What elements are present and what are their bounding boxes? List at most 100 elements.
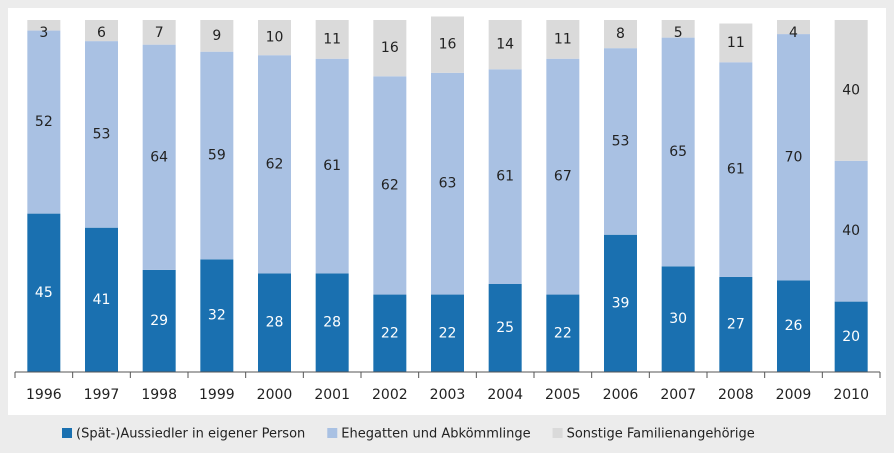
- bar-segment: [488, 20, 522, 70]
- legend-swatch: [327, 428, 338, 438]
- bar-segment: [373, 20, 407, 77]
- data-label: 16: [439, 37, 457, 53]
- data-label: 30: [669, 311, 687, 327]
- bar-segment: [719, 62, 753, 277]
- data-label: 61: [323, 158, 341, 174]
- data-label: 32: [208, 308, 226, 324]
- bar-segment: [834, 20, 868, 161]
- bar-segment: [27, 213, 61, 372]
- data-label: 40: [842, 82, 860, 98]
- bar-segment: [85, 227, 118, 372]
- data-label: 7: [155, 25, 164, 41]
- bar-segment: [315, 58, 349, 274]
- bar-segment: [546, 294, 580, 372]
- data-label: 5: [674, 25, 683, 41]
- data-label: 9: [212, 28, 221, 44]
- bar-segment: [200, 20, 234, 52]
- bar-segment: [604, 20, 637, 49]
- data-label: 59: [208, 148, 226, 164]
- x-tick-label: 2004: [487, 387, 523, 403]
- bar-segment: [258, 273, 291, 372]
- legend-swatch: [552, 428, 563, 438]
- data-label: 53: [93, 126, 111, 142]
- legend-swatch: [62, 428, 72, 438]
- data-label: 64: [150, 149, 168, 165]
- bar-segment: [431, 294, 464, 372]
- data-label: 62: [266, 156, 284, 172]
- x-tick-label: 2002: [372, 387, 408, 403]
- bar-segment: [488, 284, 522, 372]
- data-label: 25: [496, 320, 514, 336]
- bar-segment: [661, 266, 695, 372]
- data-label: 39: [612, 295, 630, 311]
- bar-segment: [258, 55, 291, 274]
- bar-segment: [546, 58, 580, 295]
- bar-segment: [431, 72, 464, 295]
- data-label: 22: [554, 325, 572, 341]
- data-label: 70: [785, 149, 803, 165]
- legend-label: (Spät-)Aussiedler in eigener Person: [76, 427, 305, 442]
- data-label: 22: [381, 325, 399, 341]
- data-label: 6: [97, 25, 106, 41]
- bar-segment: [85, 20, 118, 42]
- bar-segment: [200, 51, 234, 260]
- bar-segment: [834, 301, 868, 372]
- legend-label: Sonstige Familienangehörige: [567, 427, 755, 442]
- bar-segment: [661, 37, 695, 267]
- data-label: 11: [554, 31, 572, 47]
- x-tick-label: 1998: [141, 387, 177, 403]
- bar-segment: [604, 48, 637, 235]
- x-tick-label: 1999: [199, 387, 235, 403]
- data-label: 14: [496, 37, 514, 53]
- bar-segment: [200, 259, 234, 372]
- bar-segment: [719, 276, 753, 372]
- data-label: 65: [669, 144, 687, 160]
- bar-segment: [315, 20, 349, 59]
- data-label: 45: [35, 285, 53, 301]
- legend-label: Ehegatten und Abkömmlinge: [341, 427, 530, 442]
- bar-segment: [27, 30, 61, 214]
- bar-segment: [142, 44, 176, 270]
- x-tick-label: 2009: [776, 387, 812, 403]
- bar-segment: [27, 20, 61, 31]
- data-label: 22: [439, 325, 457, 341]
- data-label: 27: [727, 316, 745, 332]
- data-label: 41: [93, 292, 111, 308]
- data-label: 63: [439, 176, 457, 192]
- bar-segment: [719, 23, 753, 63]
- bar-segment: [85, 41, 118, 228]
- x-tick-label: 2001: [314, 387, 350, 403]
- data-label: 53: [612, 133, 630, 149]
- data-label: 3: [39, 25, 48, 41]
- bar-segment: [258, 20, 291, 56]
- data-label: 40: [842, 223, 860, 239]
- data-label: 11: [727, 35, 745, 51]
- x-tick-label: 2000: [257, 387, 293, 403]
- data-label: 62: [381, 177, 399, 193]
- bar-segment: [315, 273, 349, 372]
- data-label: 29: [150, 313, 168, 329]
- bar-segment: [142, 20, 176, 45]
- data-label: 4: [789, 25, 798, 41]
- bar-segment: [777, 34, 810, 281]
- x-tick-label: 2010: [833, 387, 869, 403]
- x-tick-label: 2007: [660, 387, 696, 403]
- data-label: 67: [554, 169, 572, 185]
- bar-segment: [431, 16, 464, 73]
- x-tick-label: 1996: [26, 387, 62, 403]
- bar-segment: [777, 280, 810, 372]
- bar-segment: [373, 76, 407, 295]
- bar-segment: [604, 234, 637, 372]
- x-tick-label: 2003: [430, 387, 466, 403]
- bar-segment: [488, 69, 522, 284]
- data-label: 16: [381, 40, 399, 56]
- data-label: 8: [616, 26, 625, 42]
- x-tick-label: 2008: [718, 387, 754, 403]
- bar-segment: [834, 160, 868, 302]
- x-tick-label: 2006: [603, 387, 639, 403]
- x-tick-label: 2005: [545, 387, 581, 403]
- bar-segment: [373, 294, 407, 372]
- data-label: 61: [496, 169, 514, 185]
- x-tick-label: 1997: [84, 387, 120, 403]
